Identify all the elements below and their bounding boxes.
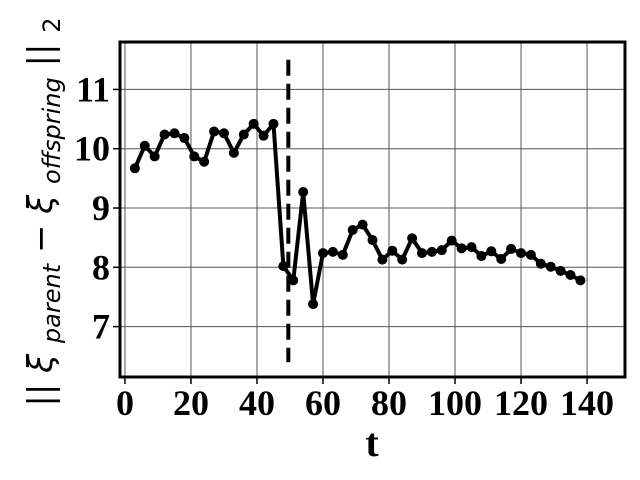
- x-tick-label: 80: [371, 383, 407, 423]
- data-point: [476, 251, 486, 261]
- y-axis-label: || ξ parent − ξ offspring || 2: [21, 17, 69, 406]
- data-point: [536, 259, 546, 269]
- data-point: [308, 299, 318, 309]
- data-point: [368, 235, 378, 245]
- y-label-xi-offspring: ξ: [21, 194, 61, 215]
- data-point: [496, 254, 506, 264]
- data-point: [179, 133, 189, 143]
- data-point: [556, 266, 566, 276]
- series-line: [135, 124, 581, 304]
- y-tick-layer: 7 8 9 10 11: [74, 69, 120, 346]
- data-point: [526, 250, 536, 260]
- x-tick-label: 120: [494, 383, 548, 423]
- y-label-bars-left: ||: [21, 384, 61, 407]
- data-point: [160, 129, 170, 139]
- y-tick-label: 10: [74, 129, 110, 169]
- data-point: [150, 151, 160, 161]
- data-point: [189, 151, 199, 161]
- x-tick-label: 0: [116, 383, 134, 423]
- data-point: [219, 128, 229, 138]
- data-point: [417, 248, 427, 258]
- data-point: [467, 242, 477, 252]
- x-tick-label: 100: [428, 383, 482, 423]
- data-point: [259, 131, 269, 141]
- data-point: [447, 236, 457, 246]
- data-point: [575, 275, 585, 285]
- data-point: [298, 187, 308, 197]
- x-tick-label: 140: [560, 383, 614, 423]
- data-point: [209, 127, 219, 137]
- y-tick-label: 8: [92, 247, 110, 287]
- y-label-norm: 2: [38, 17, 66, 32]
- data-point: [130, 163, 140, 173]
- x-tick-label: 60: [305, 383, 341, 423]
- y-label-sub-parent: parent: [38, 262, 66, 344]
- data-point: [546, 262, 556, 272]
- data-point: [387, 246, 397, 256]
- data-point: [566, 270, 576, 280]
- data-point: [169, 128, 179, 138]
- y-label-minus: −: [21, 214, 61, 253]
- series-layer: [130, 119, 586, 309]
- data-point: [338, 250, 348, 260]
- y-tick-label: 9: [92, 188, 110, 228]
- data-point: [506, 244, 516, 254]
- x-tick-label: 40: [239, 383, 275, 423]
- data-point: [427, 247, 437, 257]
- y-tick-label: 11: [76, 69, 110, 109]
- data-point: [397, 255, 407, 265]
- x-tick-label: 20: [173, 383, 209, 423]
- data-point: [486, 246, 496, 256]
- y-tick-label: 7: [92, 307, 110, 347]
- data-point: [328, 247, 338, 257]
- grid-layer: [120, 42, 625, 377]
- data-point: [239, 129, 249, 139]
- data-point: [268, 119, 278, 129]
- x-axis-label: t: [365, 420, 379, 465]
- data-point: [516, 248, 526, 258]
- data-point: [437, 245, 447, 255]
- data-point: [140, 141, 150, 151]
- data-point: [249, 119, 259, 129]
- data-point: [358, 220, 368, 230]
- data-point: [377, 255, 387, 265]
- x-tick-layer: 0 20 40 60 80 100 120 140: [116, 377, 614, 423]
- y-label-xi-parent: ξ: [21, 353, 61, 374]
- data-point: [288, 275, 298, 285]
- data-point: [348, 225, 358, 235]
- data-point: [457, 243, 467, 253]
- data-point: [318, 248, 328, 258]
- y-label-sub-offspring: offspring: [38, 77, 66, 184]
- data-point: [278, 261, 288, 271]
- y-label-bars-right: ||: [21, 44, 61, 67]
- data-point: [407, 233, 417, 243]
- data-point: [229, 148, 239, 158]
- data-point: [199, 157, 209, 167]
